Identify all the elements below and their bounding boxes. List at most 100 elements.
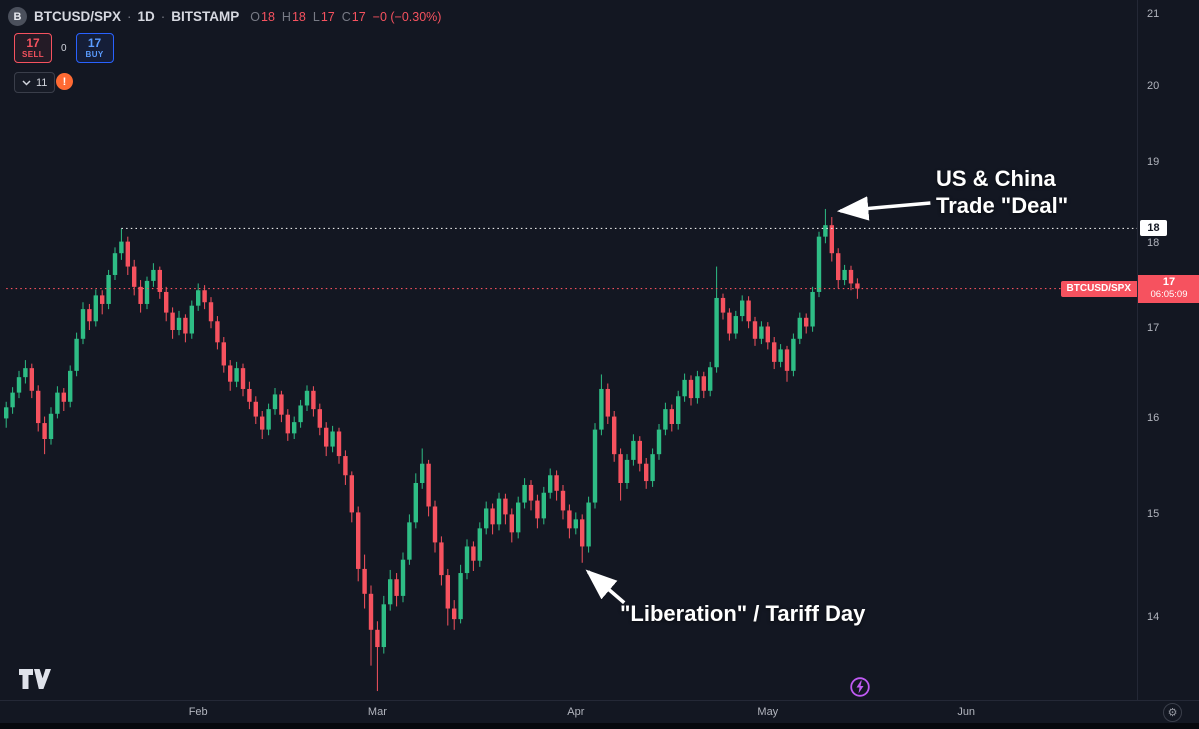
chevron-down-icon: [22, 79, 31, 86]
candle-body: [522, 484, 527, 503]
candle-body: [304, 390, 310, 406]
candle-body: [176, 317, 182, 331]
collapsed-indicators-pill[interactable]: 11: [14, 72, 56, 93]
candle-body: [349, 475, 354, 513]
candle-body: [381, 604, 386, 648]
candle-body: [458, 573, 463, 620]
bar-countdown: 06:05:09: [1150, 289, 1188, 301]
candle-body: [202, 290, 207, 303]
candle-body: [375, 629, 380, 648]
trade-panel: 17 SELL 0 17 BUY: [14, 33, 114, 63]
candle-body: [452, 608, 457, 620]
chart-header: B BTCUSD/SPX · 1D · BITSTAMP O 18 H 18 L 17…: [8, 7, 441, 26]
candle-body: [247, 388, 252, 402]
exchange-label[interactable]: BITSTAMP: [171, 9, 240, 24]
candle-body: [125, 241, 130, 267]
price-tick-18: 18: [1147, 236, 1160, 249]
candle-body: [400, 559, 406, 596]
title-separator: ·: [127, 9, 132, 24]
candle-body: [93, 295, 98, 322]
boost-lightning-icon[interactable]: [849, 676, 871, 703]
annotation-arrow[interactable]: [585, 569, 626, 605]
candle-body: [509, 514, 514, 533]
ohlc-readout: O 18 H 18 L 17 C 17 −0 (−0.30%): [250, 10, 441, 24]
data-warning-icon[interactable]: !: [56, 73, 73, 90]
candle-body: [324, 427, 329, 447]
buy-label: BUY: [85, 50, 104, 60]
candle-body: [816, 236, 822, 292]
candle-body: [516, 502, 521, 533]
candle-body: [650, 454, 655, 482]
annotation-line: Trade "Deal": [936, 193, 1069, 218]
symbol-title: BTCUSD/SPX · 1D · BITSTAMP: [34, 9, 239, 24]
candle-body: [80, 309, 86, 339]
candle-body: [23, 368, 28, 378]
candle-body: [100, 295, 105, 304]
close-label: C: [341, 9, 351, 24]
price-tick-14: 14: [1147, 610, 1160, 623]
candle-body: [240, 368, 246, 389]
candle-body: [618, 454, 623, 484]
candle-body: [791, 338, 796, 371]
annotation-liberation-day[interactable]: "Liberation" / Tariff Day: [620, 601, 866, 626]
candle-body: [701, 376, 706, 391]
candle-body: [765, 326, 770, 343]
time-axis-settings-icon[interactable]: ⚙: [1163, 703, 1182, 722]
interval-button[interactable]: 1D: [137, 9, 155, 24]
candle-body: [48, 413, 54, 440]
candle-body: [464, 546, 470, 574]
candle-body: [855, 283, 860, 289]
candle-body: [778, 349, 783, 362]
candle-body: [356, 512, 361, 569]
sell-button[interactable]: 17 SELL: [14, 33, 52, 63]
symbol-logo: B: [8, 7, 27, 26]
candle-body: [394, 579, 399, 596]
price-level-label: 18: [1140, 220, 1167, 237]
candle-body: [29, 368, 34, 391]
candle-body: [733, 316, 738, 334]
tradingview-logo[interactable]: [18, 667, 52, 696]
time-label-May: May: [757, 706, 779, 718]
candle-body: [682, 379, 687, 397]
candle-body: [292, 422, 297, 434]
high-label: H: [281, 9, 291, 24]
price-tick-15: 15: [1147, 507, 1160, 520]
time-label-Apr: Apr: [567, 706, 585, 718]
candle-body: [439, 542, 444, 576]
candle-body: [528, 484, 534, 501]
price-tick-21: 21: [1147, 7, 1160, 20]
candle-body: [196, 290, 201, 306]
time-label-Mar: Mar: [367, 706, 387, 718]
candle-body: [477, 528, 482, 561]
candle-body: [164, 291, 169, 313]
title-separator: ·: [160, 9, 166, 24]
price-axis[interactable]: 18 17 06:05:09 21 20 19 18 17 16 15 14: [1137, 0, 1199, 700]
candle-body: [4, 407, 9, 419]
annotation-trade-deal[interactable]: US & China Trade "Deal": [936, 165, 1068, 219]
sell-price: 17: [26, 35, 40, 50]
sell-label: SELL: [21, 50, 45, 60]
candle-body: [823, 225, 828, 237]
last-price-value: 17: [1162, 275, 1176, 288]
candle-body: [253, 401, 258, 417]
low-label: L: [312, 9, 320, 24]
candle-body: [368, 593, 374, 630]
buy-button[interactable]: 17 BUY: [75, 33, 114, 63]
candle-body: [55, 392, 60, 414]
candle-body: [42, 423, 47, 440]
candle-body: [676, 396, 681, 425]
candle-body: [330, 431, 335, 447]
candlestick-chart[interactable]: [0, 0, 1137, 700]
candle-body: [432, 506, 438, 543]
close-value: 17: [351, 9, 366, 24]
candle-body: [612, 416, 617, 455]
candle-body: [144, 280, 150, 304]
symbol-button[interactable]: BTCUSD/SPX: [34, 9, 122, 24]
time-axis[interactable]: ⚙ Feb Mar Apr May Jun: [0, 700, 1199, 724]
candle-body: [708, 367, 713, 391]
candle-body: [336, 431, 342, 457]
annotation-arrow[interactable]: [836, 196, 931, 221]
candle-body: [695, 376, 700, 399]
candle-body: [388, 579, 393, 605]
